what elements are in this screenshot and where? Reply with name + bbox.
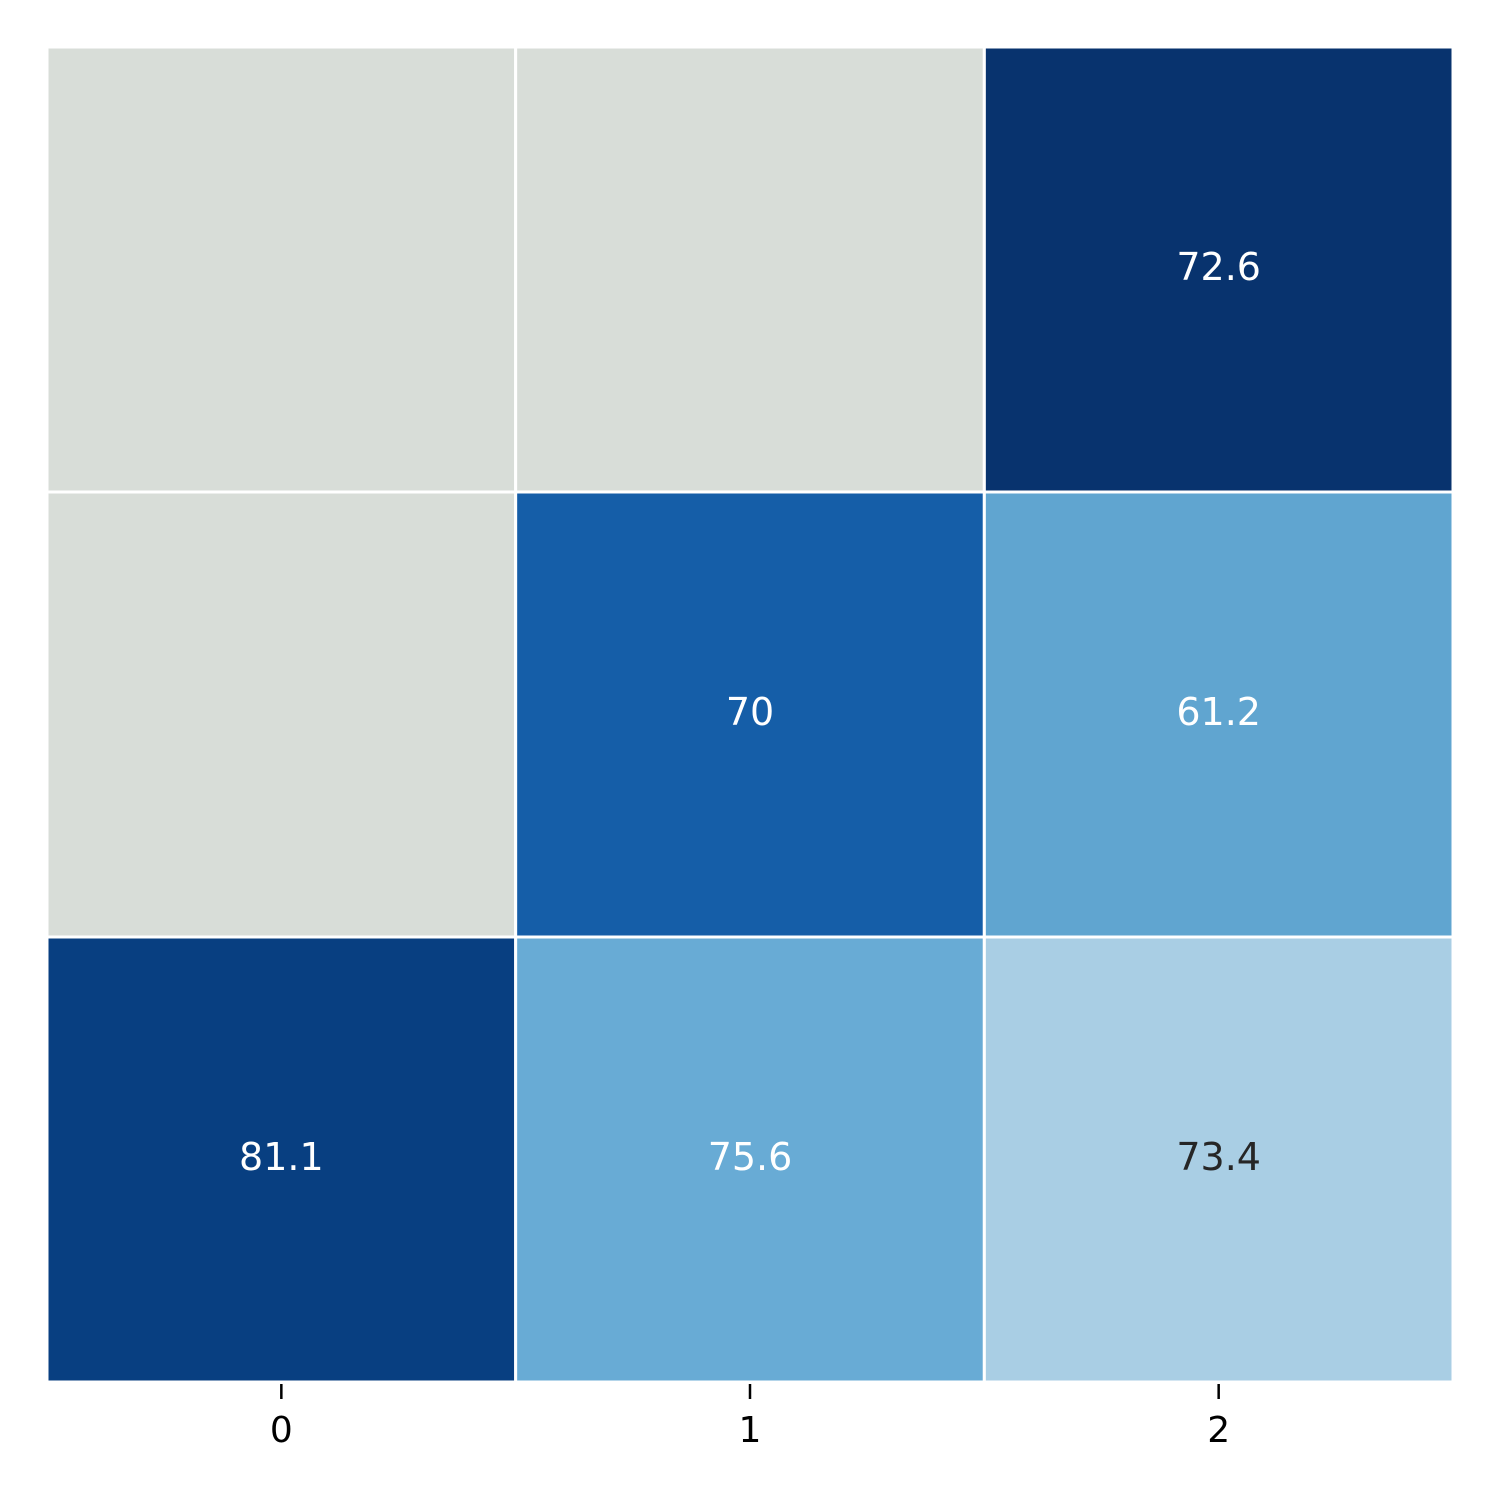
cell-label: 73.4 (1176, 1135, 1261, 1179)
heatmap-cell (982, 45, 1455, 494)
masked-cell (514, 45, 986, 494)
heatmap-cell (982, 490, 1455, 939)
masked-cell (45, 490, 518, 939)
cell-label: 81.1 (239, 1135, 324, 1179)
heatmap-cell (514, 490, 986, 939)
x-tick-label: 0 (270, 1410, 293, 1451)
heatmap-cell (982, 935, 1455, 1384)
cell-label: 72.6 (1176, 245, 1261, 289)
heatmap-cell (514, 935, 986, 1384)
masked-cell (45, 45, 518, 494)
cell-label: 75.6 (708, 1135, 793, 1179)
x-tick-label: 2 (1207, 1410, 1230, 1451)
cell-label: 70 (726, 690, 774, 734)
x-tick-label: 1 (739, 1410, 762, 1451)
cell-label: 61.2 (1176, 690, 1261, 734)
heatmap-cell (45, 935, 518, 1384)
